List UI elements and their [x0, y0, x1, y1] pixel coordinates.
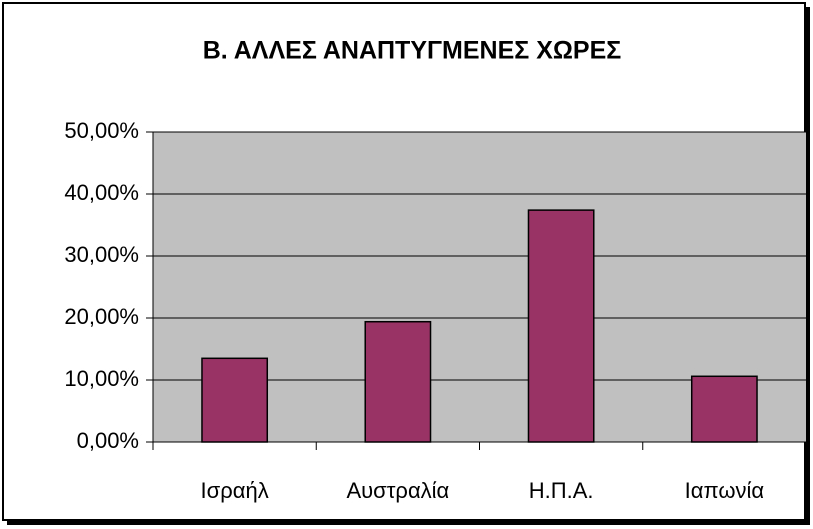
bar: [690, 375, 758, 443]
y-tick-label: 20,00%: [64, 304, 139, 329]
bar: [201, 357, 269, 443]
bar: [527, 209, 595, 443]
y-tick-label: 50,00%: [64, 118, 139, 143]
x-tick-label: Ισραήλ: [201, 478, 269, 503]
x-tick-label: Η.Π.Α.: [529, 478, 594, 503]
chart-title: Β. ΑΛΛΕΣ ΑΝΑΠΤΥΓΜΕΝΕΣ ΧΩΡΕΣ: [203, 37, 622, 65]
y-tick-label: 10,00%: [64, 366, 139, 391]
y-tick-label: 0,00%: [77, 428, 139, 453]
y-tick-label: 40,00%: [64, 180, 139, 205]
bar: [364, 320, 432, 443]
x-tick-label: Ιαπωνία: [685, 478, 765, 503]
y-tick-label: 30,00%: [64, 242, 139, 267]
x-tick-label: Αυστραλία: [346, 478, 449, 503]
